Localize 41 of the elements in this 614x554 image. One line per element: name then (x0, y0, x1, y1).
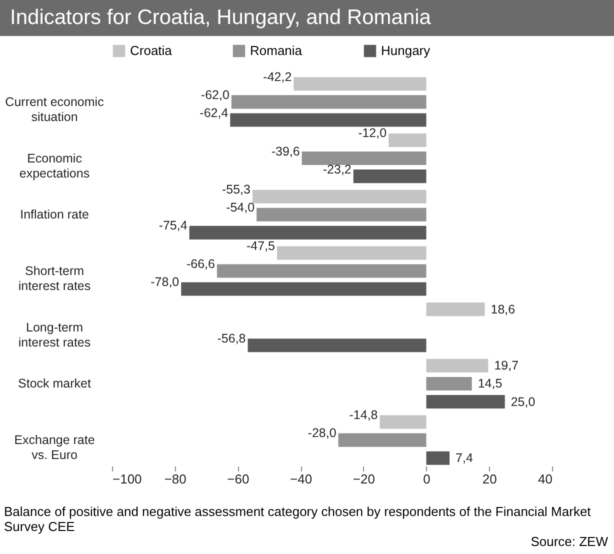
data-label: -78,0 (150, 275, 180, 290)
data-label: -14,8 (349, 408, 378, 422)
data-label: 7,4 (456, 451, 473, 466)
chart-title: Indicators for Croatia, Hungary, and Romania (0, 0, 614, 36)
data-label: 14,5 (478, 376, 502, 391)
x-tick-label: 20 (482, 472, 497, 486)
y-tick-label: Exchange rate vs. Euro (14, 433, 95, 462)
x-tick-label: −100 (112, 472, 142, 486)
x-tick-label: −80 (164, 472, 186, 486)
legend-label: Croatia (130, 43, 173, 58)
data-label: -39,6 (271, 144, 300, 158)
x-tick-label: −40 (290, 472, 312, 486)
data-label: -55,3 (222, 182, 251, 197)
text: Balance of positive and negative assessment category chosen by respondents of the Financial Market Survey CEE (4, 504, 592, 534)
data-label: -66,6 (186, 257, 216, 271)
x-tick-label: 40 (538, 472, 552, 486)
data-label: 18,6 (490, 302, 516, 316)
data-label: -12,0 (358, 126, 387, 140)
y-tick-label: Long-term interest rates (18, 320, 91, 350)
data-label: -23,2 (322, 162, 352, 176)
source-note: Source: ZEW (530, 534, 608, 549)
legend-label: Hungary (381, 43, 431, 58)
data-label: -75,4 (158, 218, 188, 233)
y-tick-label: Short-term interest rates (18, 264, 91, 293)
y-tick-label: Current economic situation (5, 94, 104, 124)
data-label: -54,0 (226, 200, 255, 215)
x-tick-label: −20 (352, 472, 375, 486)
data-label: -62,0 (200, 88, 230, 102)
x-tick-label: 0 (423, 472, 430, 486)
data-label: -47,5 (246, 238, 276, 253)
data-label: 25,0 (510, 394, 536, 409)
data-label: -56,8 (217, 331, 246, 346)
y-tick-label: Inflation rate (20, 208, 89, 222)
data-label: 19,7 (494, 358, 519, 373)
y-tick-label: Stock market (18, 376, 92, 391)
y-tick-label: Economic expectations (19, 151, 90, 180)
data-label: -62,4 (200, 106, 228, 120)
data-label: -28,0 (308, 426, 336, 440)
legend-label: Romania (250, 43, 303, 58)
data-label: -42,2 (263, 70, 292, 84)
x-tick-label: −60 (227, 472, 250, 486)
